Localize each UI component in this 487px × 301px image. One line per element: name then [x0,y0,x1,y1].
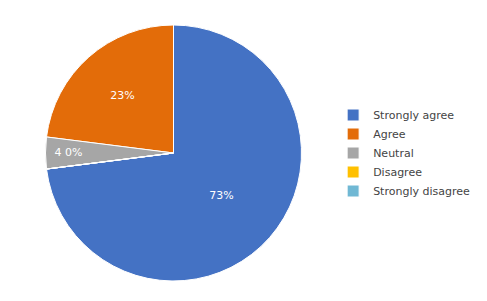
svg-text:Strongly disagree: Strongly disagree [373,185,470,198]
svg-text:23%: 23% [110,89,134,102]
svg-text:4 0%: 4 0% [54,146,82,159]
svg-text:Disagree: Disagree [373,166,422,179]
svg-text:Neutral: Neutral [373,147,414,160]
svg-text:Strongly agree: Strongly agree [373,109,454,122]
svg-text:Agree: Agree [373,128,406,141]
svg-text:73%: 73% [209,189,233,202]
